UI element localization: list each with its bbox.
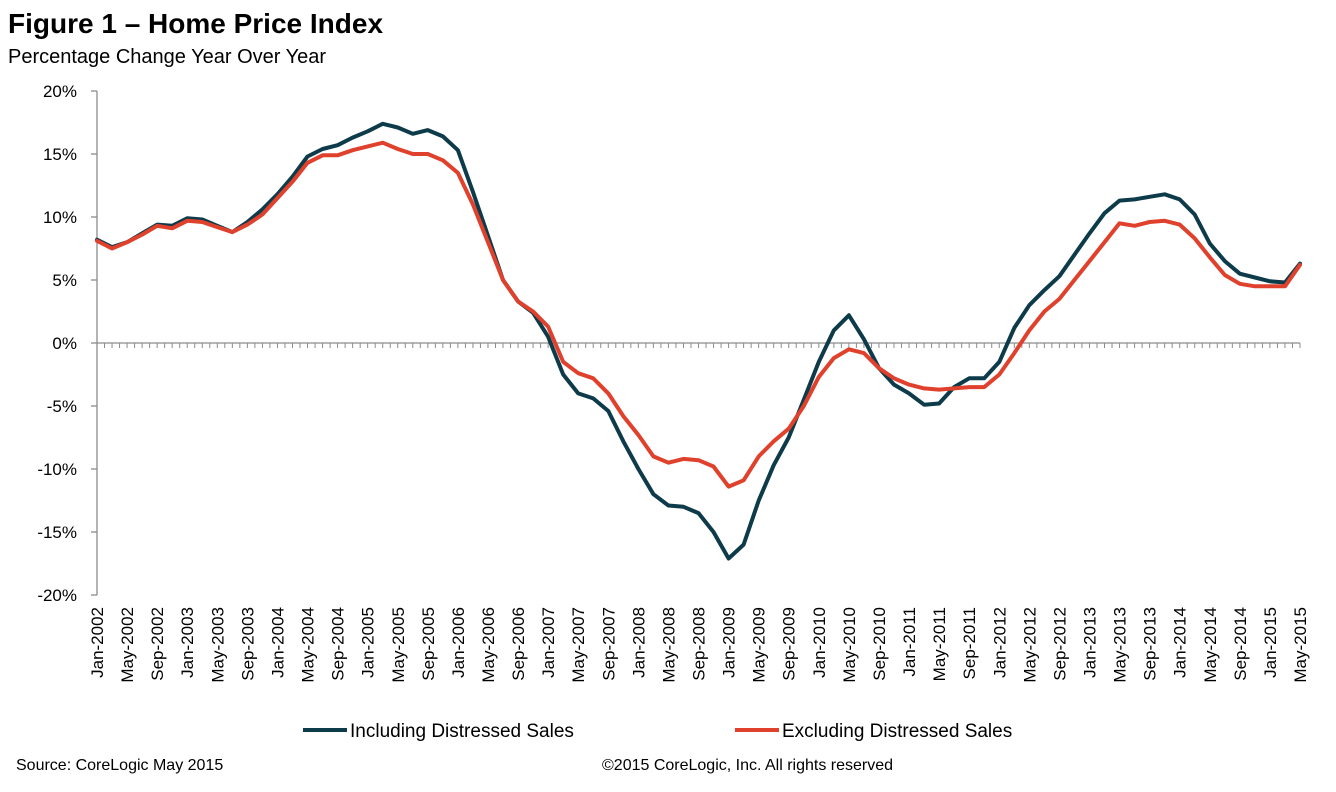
- y-axis-tick-labels: 20% 15% 10% 5% 0% -5% -10% -15% -20%: [37, 82, 77, 605]
- chart-series: [95, 121, 1302, 561]
- x-tick-label: May-2003: [208, 607, 227, 683]
- x-tick-label: May-2013: [1111, 607, 1130, 683]
- x-tick-label: May-2011: [930, 607, 949, 681]
- y-tick-label: 0%: [52, 334, 77, 353]
- y-tick-label: 15%: [43, 145, 77, 164]
- x-tick-label: Jan-2009: [720, 607, 739, 678]
- x-tick-label: May-2008: [659, 607, 678, 683]
- x-tick-label: May-2012: [1020, 607, 1039, 683]
- y-tick-label: 20%: [43, 82, 77, 101]
- x-tick-label: Jan-2002: [88, 607, 107, 678]
- x-tick-label: May-2014: [1201, 607, 1220, 683]
- source-note: Source: CoreLogic May 2015: [16, 757, 224, 774]
- x-tick-label: Sep-2010: [870, 607, 889, 681]
- x-tick-label: Jan-2004: [268, 607, 287, 678]
- y-tick-label: 5%: [52, 271, 77, 290]
- series-line-excluding-distressed: [95, 140, 1302, 489]
- x-tick-label: May-2009: [750, 607, 769, 683]
- x-tick-label: Jan-2010: [810, 607, 829, 678]
- y-tick-label: -10%: [37, 460, 77, 479]
- y-tick-label: -15%: [37, 523, 77, 542]
- x-tick-label: Jan-2012: [990, 607, 1009, 678]
- chart-legend: Including Distressed Sales Excluding Dist…: [303, 721, 1012, 742]
- x-tick-label: Sep-2003: [238, 607, 257, 681]
- x-tick-label: Jan-2007: [539, 607, 558, 678]
- y-tick-label: -20%: [37, 586, 77, 605]
- x-tick-label: Jan-2008: [629, 607, 648, 678]
- x-tick-label: May-2004: [299, 607, 318, 683]
- x-tick-label: May-2007: [569, 607, 588, 683]
- x-tick-label: Jan-2013: [1080, 607, 1099, 678]
- x-tick-label: Sep-2012: [1050, 607, 1069, 681]
- x-tick-label: Sep-2006: [509, 607, 528, 681]
- chart-title: Figure 1 – Home Price Index: [8, 8, 384, 39]
- x-tick-label: Jan-2003: [178, 607, 197, 678]
- x-tick-label: Sep-2009: [780, 607, 799, 681]
- x-tick-label: May-2005: [389, 607, 408, 683]
- x-tick-label: Sep-2014: [1231, 607, 1250, 681]
- y-tick-label: 10%: [43, 208, 77, 227]
- x-tick-label: Jan-2014: [1171, 607, 1190, 678]
- x-tick-label: May-2010: [840, 607, 859, 683]
- x-tick-label: Sep-2002: [148, 607, 167, 681]
- chart-axes: [91, 90, 1301, 596]
- x-tick-label: Sep-2005: [419, 607, 438, 681]
- x-tick-label: Jan-2006: [449, 607, 468, 678]
- copyright-note: ©2015 CoreLogic, Inc. All rights reserve…: [602, 757, 894, 774]
- x-tick-label: Sep-2013: [1141, 607, 1160, 681]
- x-tick-label: May-2002: [118, 607, 137, 683]
- legend-label: Excluding Distressed Sales: [782, 721, 1012, 742]
- y-tick-label: -5%: [47, 397, 77, 416]
- chart-subtitle: Percentage Change Year Over Year: [8, 46, 327, 68]
- x-axis-tick-labels: Jan-2002 May-2002 Sep-2002 Jan-2003 May-2003…: [88, 607, 1310, 683]
- x-tick-label: Sep-2008: [690, 607, 709, 681]
- x-tick-label: Jan-2015: [1261, 607, 1280, 678]
- legend-label: Including Distressed Sales: [350, 721, 574, 742]
- x-tick-label: Sep-2004: [329, 607, 348, 681]
- x-tick-label: May-2015: [1291, 607, 1310, 683]
- x-tick-label: Sep-2007: [599, 607, 618, 681]
- x-tick-label: Sep-2011: [960, 607, 979, 679]
- x-tick-label: May-2006: [479, 607, 498, 683]
- series-line-including-distressed: [95, 121, 1302, 561]
- x-tick-label: Jan-2005: [359, 607, 378, 678]
- x-tick-label: Jan-2011: [900, 607, 919, 677]
